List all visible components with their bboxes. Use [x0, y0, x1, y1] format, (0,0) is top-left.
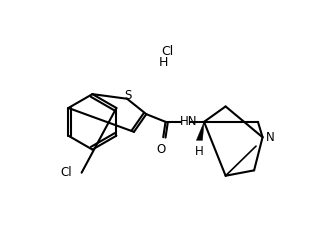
Polygon shape — [196, 122, 204, 140]
Text: H: H — [159, 56, 168, 69]
Text: O: O — [156, 143, 165, 156]
Text: H: H — [195, 145, 204, 158]
Text: Cl: Cl — [161, 44, 173, 58]
Text: S: S — [124, 89, 132, 102]
Text: Cl: Cl — [61, 166, 72, 179]
Text: N: N — [266, 131, 274, 144]
Text: HN: HN — [180, 114, 198, 128]
